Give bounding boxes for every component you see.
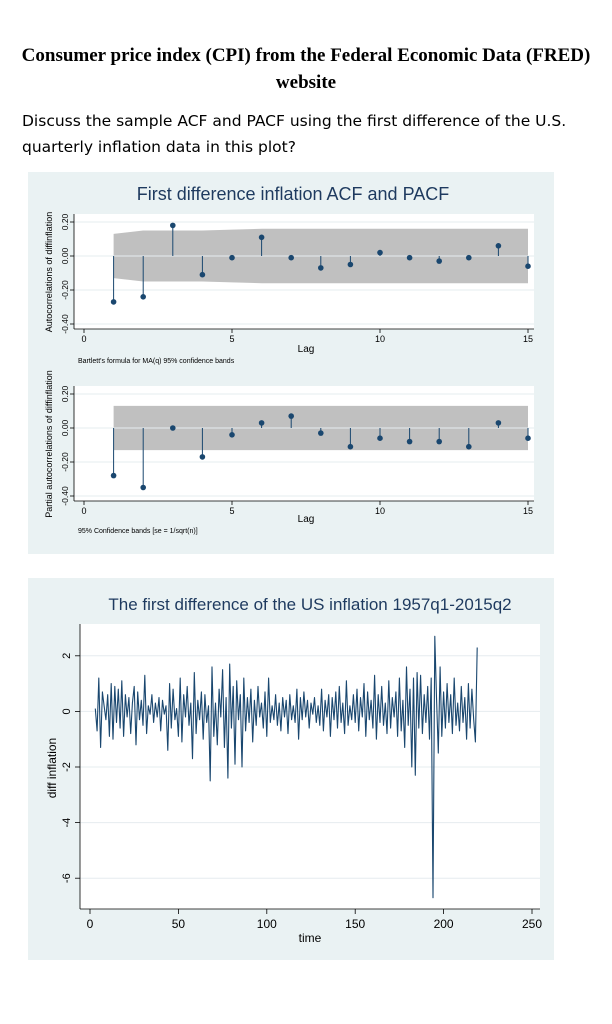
ts-xtick-label: 150 (345, 917, 365, 931)
acf-point (495, 243, 502, 249)
pacf-point (140, 484, 146, 491)
acf-pacf-figure: First difference inflation ACF and PACF … (28, 172, 554, 559)
pacf-point (229, 432, 235, 438)
acf-point (199, 271, 206, 278)
acf-point (288, 254, 295, 261)
pacf-xtick-label: 10 (375, 506, 385, 516)
acf-point (466, 254, 472, 261)
ts-xtick-label: 200 (434, 917, 454, 931)
ts-ytick-label: -4 (61, 818, 73, 828)
pacf-xtick-label: 5 (229, 506, 234, 516)
pacf-point (377, 435, 383, 442)
acf-ylabel: Autocorrelations of diffinflation (44, 212, 54, 332)
acf-point (436, 258, 443, 264)
ts-ytick-label: 0 (61, 708, 73, 714)
timeseries-figure: The first difference of the US inflation… (28, 578, 554, 965)
pacf-point (110, 472, 117, 479)
acf-chart-title: First difference inflation ACF and PACF (137, 184, 449, 204)
pacf-panel: Partial autocorrelations of diffinflatio… (44, 370, 534, 535)
acf-point (110, 299, 117, 305)
acf-point (377, 249, 383, 256)
acf-point (347, 261, 354, 268)
acf-point (406, 254, 413, 261)
acf-note: Bartlett's formula for MA(q) 95% confide… (78, 358, 235, 365)
ts-chart-title: The first difference of the US inflation… (108, 595, 511, 614)
acf-ytick-label: 0.00 (60, 247, 70, 264)
ts-series-line (94, 635, 478, 899)
ts-ytick-label: 2 (61, 653, 73, 659)
ts-xtick-label: 250 (522, 917, 542, 931)
pacf-point (258, 420, 265, 426)
acf-point (229, 254, 235, 261)
acf-ytick-label: -0.40 (60, 314, 70, 334)
acf-pacf-svg: First difference inflation ACF and PACF … (28, 172, 554, 554)
acf-panel: Autocorrelations of diffinflation Lag Ba… (44, 212, 534, 365)
pacf-ytick-label: 0.00 (60, 419, 70, 436)
ts-ylabel: diff inflation (45, 738, 59, 799)
pacf-point (436, 438, 443, 445)
acf-point (170, 222, 176, 229)
pacf-point (170, 425, 176, 431)
pacf-xlabel: Lag (298, 514, 315, 525)
question-text: Discuss the sample ACF and PACF using th… (22, 112, 567, 156)
pacf-point (406, 438, 413, 445)
ts-xlabel: time (299, 931, 322, 945)
pacf-point (318, 430, 324, 436)
ts-xtick-label: 0 (87, 917, 94, 931)
acf-xtick-label: 10 (375, 334, 385, 344)
acf-xtick-label: 5 (229, 334, 234, 344)
pacf-point (495, 420, 502, 426)
pacf-ytick-label: -0.40 (60, 486, 70, 506)
pacf-point (199, 454, 206, 460)
page-title: Consumer price index (CPI) from the Fede… (21, 45, 591, 93)
acf-xlabel: Lag (298, 344, 315, 355)
acf-xtick-label: 0 (81, 334, 86, 344)
pacf-point (466, 443, 472, 450)
pacf-ytick-label: 0.20 (60, 385, 70, 402)
acf-point (318, 265, 324, 271)
acf-ytick-label: -0.20 (60, 280, 70, 300)
pacf-point (525, 435, 531, 442)
ts-ytick-label: -6 (61, 873, 73, 883)
acf-point (525, 263, 531, 269)
pacf-xtick-label: 0 (81, 506, 86, 516)
pacf-note: 95% Confidence bands [se = 1/sqrt(n)] (78, 528, 198, 535)
acf-xtick-label: 15 (523, 334, 533, 344)
timeseries-svg: The first difference of the US inflation… (28, 578, 554, 960)
ts-xtick-label: 100 (257, 917, 277, 931)
acf-point (258, 234, 265, 241)
pacf-xtick-label: 15 (523, 506, 533, 516)
pacf-ytick-label: -0.20 (60, 452, 70, 472)
pacf-point (347, 443, 354, 450)
ts-ytick-label: -2 (61, 762, 73, 772)
pacf-ylabel: Partial autocorrelations of diffinflatio… (44, 370, 54, 517)
acf-point (140, 294, 146, 300)
ts-xtick-label: 50 (172, 917, 186, 931)
pacf-point (288, 413, 295, 419)
acf-ytick-label: 0.20 (60, 213, 70, 230)
